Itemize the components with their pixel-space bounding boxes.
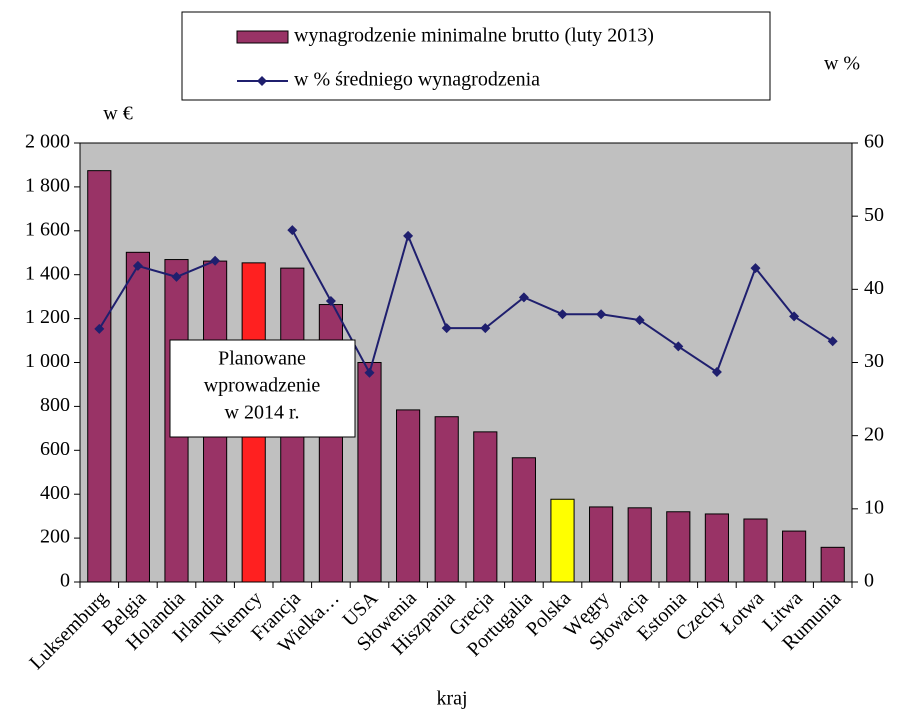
y2-tick-label: 30 xyxy=(864,350,884,372)
bar xyxy=(627,507,652,583)
y2-tick-label: 0 xyxy=(864,570,874,592)
line-marker xyxy=(557,309,568,320)
bar xyxy=(125,251,150,583)
bar xyxy=(743,518,768,583)
bar xyxy=(550,498,575,583)
line-marker xyxy=(634,315,645,326)
y2-tick-label: 10 xyxy=(864,496,884,518)
line-marker xyxy=(325,296,336,307)
x-axis-label: kraj xyxy=(436,688,467,710)
y-tick-label: 1 000 xyxy=(25,350,70,372)
y-tick-label: 1 200 xyxy=(25,306,70,328)
legend-label: w % średniego wynagrodzenia xyxy=(294,69,540,91)
line-marker xyxy=(403,230,414,241)
y-tick-label: 1 400 xyxy=(25,262,70,284)
bar xyxy=(87,170,112,583)
bar xyxy=(357,362,382,583)
y-tick-label: 600 xyxy=(40,438,70,460)
y-tick-label: 800 xyxy=(40,394,70,416)
bar xyxy=(511,457,536,583)
line-marker xyxy=(827,336,838,347)
bar xyxy=(820,546,845,583)
y-tick-label: 1 600 xyxy=(25,218,70,240)
annotation-box xyxy=(169,339,356,438)
line-marker xyxy=(480,323,491,334)
line-marker xyxy=(711,367,722,378)
y2-tick-label: 40 xyxy=(864,277,884,299)
bar xyxy=(782,530,807,583)
y-tick-label: 0 xyxy=(60,570,70,592)
line-marker xyxy=(171,271,182,282)
line-marker xyxy=(518,292,529,303)
legend-marker xyxy=(257,76,267,86)
bar xyxy=(473,431,498,583)
bar xyxy=(666,511,691,583)
annotation-text: Planowane xyxy=(218,348,306,370)
x-tick-label: Łotwa xyxy=(717,587,769,639)
legend-swatch xyxy=(236,30,289,44)
annotation-text: w 2014 r. xyxy=(225,402,300,424)
y2-axis-label: w % xyxy=(824,53,860,75)
legend-box xyxy=(181,11,771,101)
x-tick-label: Luksemburg xyxy=(25,587,112,674)
y2-tick-label: 60 xyxy=(864,131,884,153)
y-tick-label: 400 xyxy=(40,482,70,504)
line-marker xyxy=(287,225,298,236)
y-tick-label: 1 800 xyxy=(25,174,70,196)
bar xyxy=(704,513,729,583)
line-marker xyxy=(364,367,375,378)
legend-label: wynagrodzenie minimalne brutto (luty 201… xyxy=(294,25,654,47)
y-tick-label: 200 xyxy=(40,526,70,548)
annotation-text: wprowadzenie xyxy=(204,375,321,397)
bar xyxy=(434,416,459,583)
line-marker xyxy=(789,311,800,322)
line-marker xyxy=(132,260,143,271)
line-marker xyxy=(210,255,221,266)
line-marker xyxy=(441,323,452,334)
bar xyxy=(589,506,614,583)
y-tick-label: 2 000 xyxy=(25,131,70,153)
y-axis-label: w € xyxy=(103,103,132,125)
line-marker xyxy=(673,341,684,352)
y2-tick-label: 50 xyxy=(864,204,884,226)
line-marker xyxy=(94,323,105,334)
bar xyxy=(396,409,421,583)
line-marker xyxy=(596,309,607,320)
y2-tick-label: 20 xyxy=(864,423,884,445)
line-marker xyxy=(750,263,761,274)
